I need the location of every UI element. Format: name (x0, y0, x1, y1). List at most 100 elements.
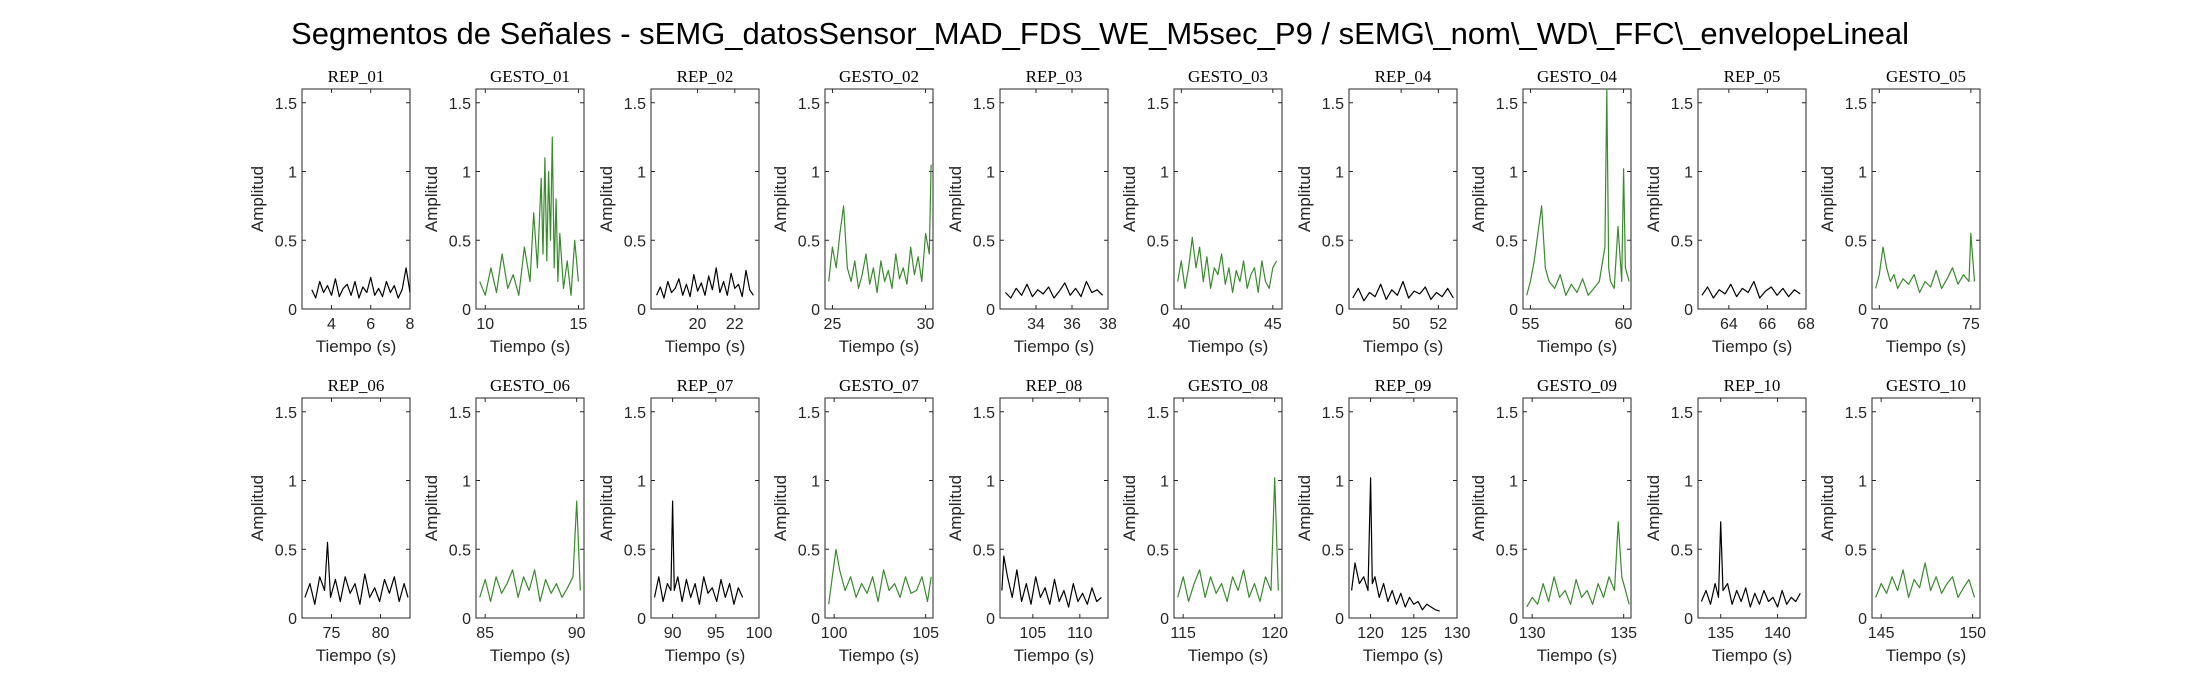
x-tick-label: 130 (1519, 625, 1546, 642)
subplot-gesto-02: 0 0.5 1 1.5 25 30 GESTO_02 Tiempo (s) Amplitud (771, 67, 935, 356)
y-axis-label: Amplitud (597, 475, 616, 541)
x-axis-label: Tiempo (s) (839, 646, 920, 665)
x-axis-label: Tiempo (s) (1014, 337, 1095, 356)
x-axis-label: Tiempo (s) (490, 337, 571, 356)
axes-box (1871, 397, 1981, 619)
y-axis-label: Amplitud (1644, 475, 1663, 541)
y-axis-label: Amplitud (1818, 475, 1837, 541)
y-tick-label: 0 (637, 302, 646, 319)
axes-box (301, 397, 411, 619)
y-tick-label: 1 (811, 165, 820, 182)
subplot-title: REP_10 (1724, 376, 1781, 395)
y-tick-label: 0.5 (1147, 542, 1169, 559)
x-tick-label: 8 (406, 316, 415, 333)
x-axis-label: Tiempo (s) (1537, 646, 1618, 665)
x-tick-label: 105 (912, 625, 939, 642)
signal-line (1352, 280, 1454, 302)
y-tick-label: 1 (1858, 165, 1867, 182)
signal-line (1700, 521, 1801, 608)
subplot-gesto-10: 0 0.5 1 1.5 145 150 GESTO_10 Tiempo (s) Amplitud (1818, 376, 1986, 665)
x-tick-label: 70 (1870, 316, 1888, 333)
y-tick-label: 0 (288, 611, 297, 628)
y-tick-label: 0.5 (798, 542, 820, 559)
x-tick-label: 125 (1400, 625, 1427, 642)
subplot-rep-09: 0 0.5 1 1.5 120 125 130 REP_09 Tiempo (s) Amplitu… (1295, 376, 1470, 665)
y-tick-label: 1.5 (1671, 405, 1693, 422)
y-tick-label: 0 (462, 611, 471, 628)
y-tick-label: 0.5 (1671, 233, 1693, 250)
y-tick-label: 0 (1160, 302, 1169, 319)
x-tick-label: 4 (327, 316, 336, 333)
x-tick-label: 25 (824, 316, 842, 333)
y-tick-label: 1 (1335, 474, 1344, 491)
subplot-title: REP_08 (1026, 376, 1083, 395)
subplot-title: GESTO_02 (839, 67, 919, 86)
x-axis-label: Tiempo (s) (1886, 646, 1967, 665)
y-tick-label: 1.5 (1671, 96, 1693, 113)
x-tick-label: 150 (1959, 625, 1986, 642)
x-tick-label: 115 (1170, 625, 1196, 642)
x-tick-label: 120 (1261, 625, 1288, 642)
subplot-rep-02: 0 0.5 1 1.5 20 22 REP_02 Tiempo (s) Amplitud (597, 67, 760, 356)
x-tick-label: 80 (372, 625, 390, 642)
subplot-rep-01: 0 0.5 1 1.5 4 6 8 REP_01 Tiempo (s) Amplitud (248, 67, 415, 356)
y-tick-label: 1 (986, 165, 995, 182)
y-tick-label: 0.5 (449, 542, 471, 559)
y-tick-label: 1 (462, 165, 471, 182)
subplot-title: REP_04 (1375, 67, 1432, 86)
y-axis-label: Amplitud (1469, 475, 1488, 541)
x-tick-label: 95 (707, 625, 725, 642)
x-tick-label: 145 (1868, 625, 1895, 642)
subplot-title: REP_02 (677, 67, 734, 86)
y-axis-label: Amplitud (248, 475, 267, 541)
x-axis-label: Tiempo (s) (490, 646, 571, 665)
y-tick-label: 1 (462, 474, 471, 491)
y-tick-label: 0 (986, 611, 995, 628)
x-tick-label: 60 (1615, 316, 1633, 333)
x-axis-label: Tiempo (s) (839, 337, 920, 356)
y-tick-label: 1 (1684, 165, 1693, 182)
y-tick-label: 0.5 (973, 233, 995, 250)
y-tick-label: 0.5 (798, 233, 820, 250)
y-tick-label: 0.5 (1845, 233, 1867, 250)
x-axis-label: Tiempo (s) (1363, 646, 1444, 665)
y-tick-label: 0.5 (1147, 233, 1169, 250)
subplot-gesto-06: 0 0.5 1 1.5 85 90 GESTO_06 Tiempo (s) Amplitud (422, 376, 586, 665)
signal-line (828, 164, 932, 294)
x-tick-label: 6 (366, 316, 375, 333)
y-axis-label: Amplitud (1120, 166, 1139, 232)
y-tick-label: 1.5 (1322, 405, 1344, 422)
y-tick-label: 0 (462, 302, 471, 319)
y-tick-label: 1 (1160, 474, 1169, 491)
axes-box (475, 397, 585, 619)
signal-line (1004, 280, 1104, 299)
signal-line (479, 500, 581, 603)
y-tick-label: 1 (637, 474, 646, 491)
y-tick-label: 1.5 (973, 405, 995, 422)
x-tick-label: 66 (1759, 316, 1777, 333)
axes-box (1173, 397, 1283, 619)
subplot-title: REP_03 (1026, 67, 1083, 86)
x-tick-label: 100 (746, 625, 773, 642)
signal-line (1701, 280, 1801, 299)
y-tick-label: 0.5 (275, 233, 297, 250)
x-axis-label: Tiempo (s) (1188, 337, 1269, 356)
subplot-title: REP_05 (1724, 67, 1781, 86)
y-tick-label: 0.5 (449, 233, 471, 250)
signal-line (304, 541, 409, 605)
signal-line (1526, 88, 1630, 296)
y-tick-label: 0.5 (1322, 233, 1344, 250)
x-tick-label: 45 (1264, 316, 1282, 333)
y-tick-label: 0 (288, 302, 297, 319)
subplot-title: REP_09 (1375, 376, 1432, 395)
x-axis-label: Tiempo (s) (1014, 646, 1095, 665)
y-axis-label: Amplitud (946, 475, 965, 541)
y-axis-label: Amplitud (771, 475, 790, 541)
y-axis-label: Amplitud (422, 475, 441, 541)
x-tick-label: 90 (568, 625, 586, 642)
y-axis-label: Amplitud (946, 166, 965, 232)
y-tick-label: 1.5 (449, 405, 471, 422)
x-axis-label: Tiempo (s) (1363, 337, 1444, 356)
y-tick-label: 0 (811, 302, 820, 319)
y-axis-label: Amplitud (771, 166, 790, 232)
